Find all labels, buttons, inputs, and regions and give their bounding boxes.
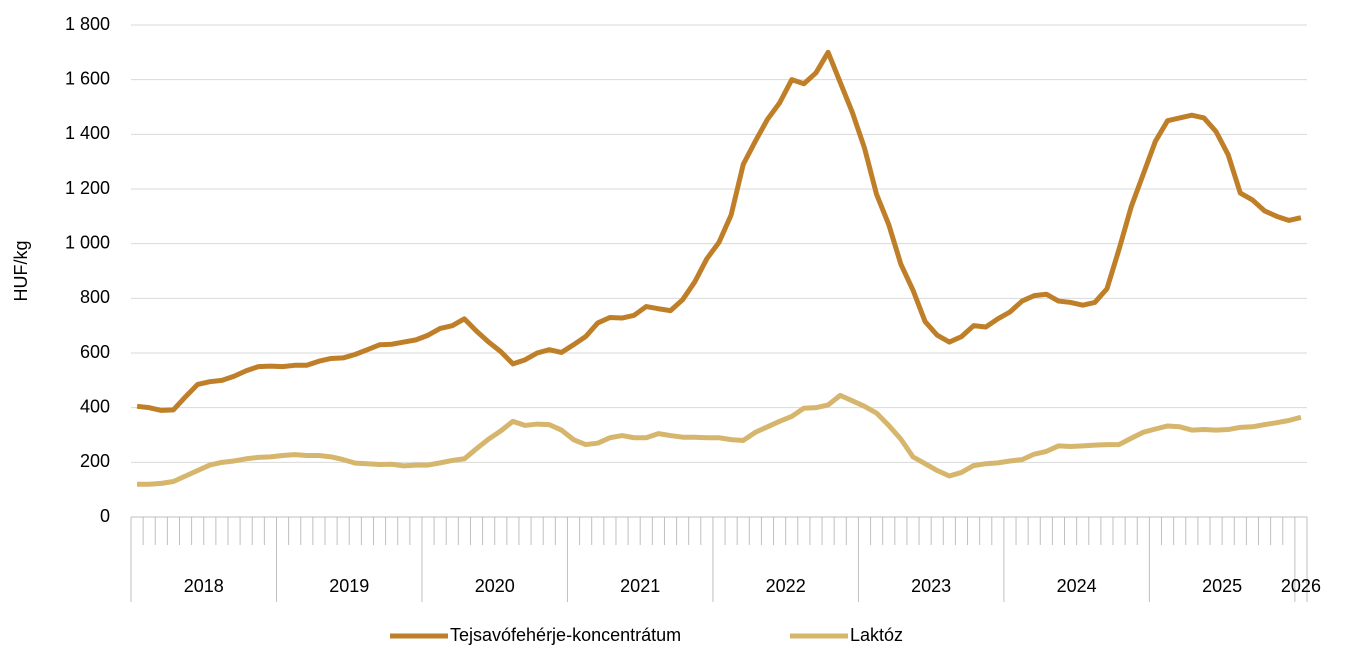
y-axis-label: HUF/kg (11, 240, 31, 301)
x-group-label: 2020 (475, 576, 515, 596)
y-tick-label: 200 (80, 451, 110, 471)
x-group-label: 2019 (329, 576, 369, 596)
x-group-label: 2026 (1281, 576, 1321, 596)
y-tick-label: 1 800 (65, 14, 110, 34)
y-tick-label: 1 200 (65, 178, 110, 198)
x-group-label: 2022 (766, 576, 806, 596)
y-tick-label: 600 (80, 342, 110, 362)
x-group-label: 2018 (184, 576, 224, 596)
legend-label: Laktóz (850, 625, 903, 645)
y-tick-label: 1 000 (65, 232, 110, 252)
x-group-label: 2025 (1202, 576, 1242, 596)
y-tick-label: 800 (80, 287, 110, 307)
series-line (136, 49, 1302, 413)
x-group-label: 2023 (911, 576, 951, 596)
y-tick-label: 0 (100, 506, 110, 526)
y-tick-label: 1 400 (65, 123, 110, 143)
legend-label: Tejsavófehérje-koncentrátum (450, 625, 681, 645)
y-tick-label: 1 600 (65, 68, 110, 88)
x-group-label: 2024 (1057, 576, 1097, 596)
series-line (137, 392, 1302, 487)
y-tick-label: 400 (80, 396, 110, 416)
x-group-label: 2021 (620, 576, 660, 596)
